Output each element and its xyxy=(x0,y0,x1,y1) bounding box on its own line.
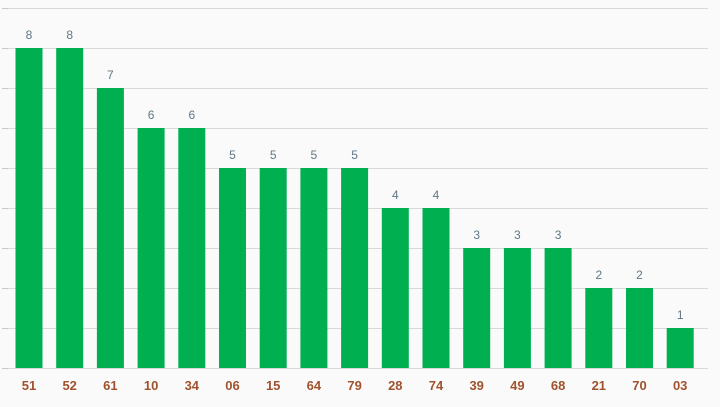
x-tick-label-28: 28 xyxy=(388,378,402,393)
x-tick-label-64: 64 xyxy=(307,378,322,393)
data-label-49: 3 xyxy=(514,228,521,242)
x-tick-label-39: 39 xyxy=(469,378,483,393)
data-label-21: 2 xyxy=(595,268,602,282)
data-label-34: 6 xyxy=(188,108,195,122)
bar-series xyxy=(15,48,694,368)
data-label-15: 5 xyxy=(270,148,277,162)
data-labels: 8 8 7 6 6 5 5 5 5 4 4 3 3 3 2 2 1 xyxy=(26,28,684,322)
data-label-28: 4 xyxy=(392,188,399,202)
data-label-79: 5 xyxy=(351,148,358,162)
data-label-06: 5 xyxy=(229,148,236,162)
x-tick-label-15: 15 xyxy=(266,378,280,393)
bar-51 xyxy=(15,48,43,368)
x-tick-label-70: 70 xyxy=(632,378,646,393)
data-label-70: 2 xyxy=(636,268,643,282)
data-label-52: 8 xyxy=(66,28,73,42)
bar-28 xyxy=(381,208,409,368)
x-tick-label-79: 79 xyxy=(347,378,361,393)
bar-03 xyxy=(666,328,694,368)
bar-79 xyxy=(341,168,369,368)
data-label-10: 6 xyxy=(148,108,155,122)
x-tick-label-03: 03 xyxy=(673,378,687,393)
x-tick-label-06: 06 xyxy=(225,378,239,393)
x-tick-label-10: 10 xyxy=(144,378,158,393)
bar-68 xyxy=(544,248,572,368)
bar-49 xyxy=(503,248,531,368)
bar-39 xyxy=(463,248,491,368)
x-tick-label-49: 49 xyxy=(510,378,524,393)
data-label-51: 8 xyxy=(26,28,33,42)
data-label-03: 1 xyxy=(677,308,684,322)
data-label-39: 3 xyxy=(473,228,480,242)
x-tick-label-34: 34 xyxy=(185,378,200,393)
bar-34 xyxy=(178,128,206,368)
data-label-74: 4 xyxy=(433,188,440,202)
bar-74 xyxy=(422,208,450,368)
x-tick-label-68: 68 xyxy=(551,378,565,393)
bar-06 xyxy=(219,168,246,368)
data-label-68: 3 xyxy=(555,228,562,242)
bar-52 xyxy=(56,48,84,368)
x-tick-label-52: 52 xyxy=(62,378,76,393)
data-label-61: 7 xyxy=(107,68,114,82)
data-label-64: 5 xyxy=(311,148,318,162)
bar-61 xyxy=(96,88,124,368)
bar-10 xyxy=(137,128,165,368)
bar-21 xyxy=(585,288,613,368)
x-axis-tick-labels: 51 52 61 10 34 06 15 64 79 28 74 39 49 68 21 70 03 xyxy=(22,378,688,393)
x-tick-label-74: 74 xyxy=(429,378,444,393)
x-tick-label-61: 61 xyxy=(103,378,117,393)
x-tick-label-51: 51 xyxy=(22,378,36,393)
bar-64 xyxy=(300,168,328,368)
x-tick-label-21: 21 xyxy=(592,378,606,393)
bar-70 xyxy=(626,288,653,368)
bar-15 xyxy=(259,168,287,368)
